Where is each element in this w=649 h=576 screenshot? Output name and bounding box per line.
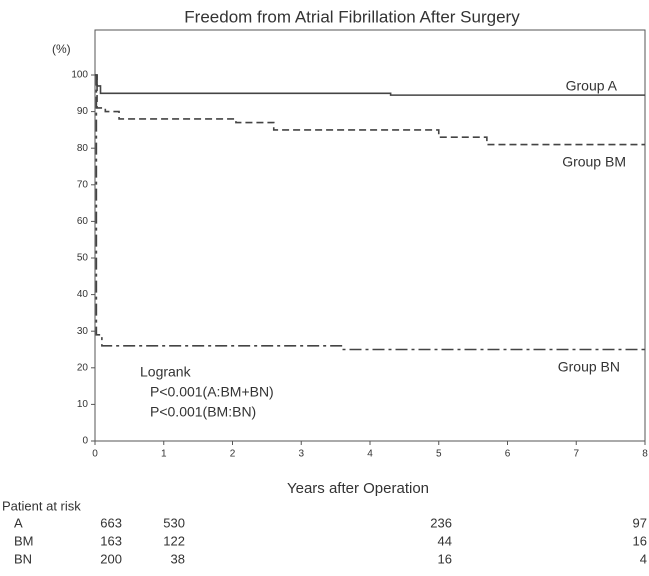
y-tick-label: 70 (77, 179, 89, 190)
risk-value: 163 (100, 533, 122, 548)
risk-value: 16 (633, 533, 647, 548)
risk-value: 16 (438, 551, 452, 566)
risk-value: 200 (100, 551, 122, 566)
y-tick-label: 90 (77, 106, 89, 117)
annotation: Logrank (140, 364, 192, 380)
risk-value: 122 (163, 533, 185, 548)
y-tick-label: 40 (77, 289, 89, 300)
series-label: Group A (566, 78, 618, 94)
risk-value: 97 (633, 515, 647, 530)
risk-row-name: A (14, 515, 23, 530)
x-tick-label: 3 (298, 449, 304, 460)
y-tick-label: 20 (77, 362, 89, 373)
y-tick-label: 50 (77, 253, 89, 264)
y-tick-label: 10 (77, 399, 89, 410)
y-tick-label: 0 (82, 436, 88, 447)
risk-row-name: BN (14, 551, 32, 566)
x-tick-label: 5 (436, 449, 442, 460)
series-label: Group BN (558, 359, 620, 375)
risk-value: 44 (438, 533, 452, 548)
x-tick-label: 8 (642, 449, 648, 460)
y-tick-label: 100 (71, 70, 88, 81)
y-axis-label: (%) (52, 42, 71, 56)
x-tick-label: 6 (505, 449, 511, 460)
x-tick-label: 4 (367, 449, 373, 460)
annotation: P<0.001(A:BM+BN) (150, 384, 274, 400)
risk-value: 663 (100, 515, 122, 530)
x-tick-label: 7 (573, 449, 579, 460)
y-tick-label: 80 (77, 143, 89, 154)
km-curve (95, 74, 645, 351)
risk-value: 530 (163, 515, 185, 530)
y-tick-label: 60 (77, 216, 89, 227)
risk-value: 4 (640, 551, 647, 566)
x-tick-label: 0 (92, 449, 98, 460)
risk-table-title: Patient at risk (2, 498, 81, 513)
km-curve (95, 74, 645, 146)
risk-value: 38 (171, 551, 185, 566)
series-label: Group BM (562, 154, 626, 170)
risk-value: 236 (430, 515, 452, 530)
risk-row-name: BM (14, 533, 34, 548)
x-tick-label: 1 (161, 449, 167, 460)
x-axis-label: Years after Operation (287, 480, 429, 497)
annotation: P<0.001(BM:BN) (150, 404, 256, 420)
x-tick-label: 2 (230, 449, 236, 460)
km-curve (95, 74, 645, 96)
chart-title: Freedom from Atrial Fibrillation After S… (184, 7, 520, 26)
y-tick-label: 30 (77, 326, 89, 337)
